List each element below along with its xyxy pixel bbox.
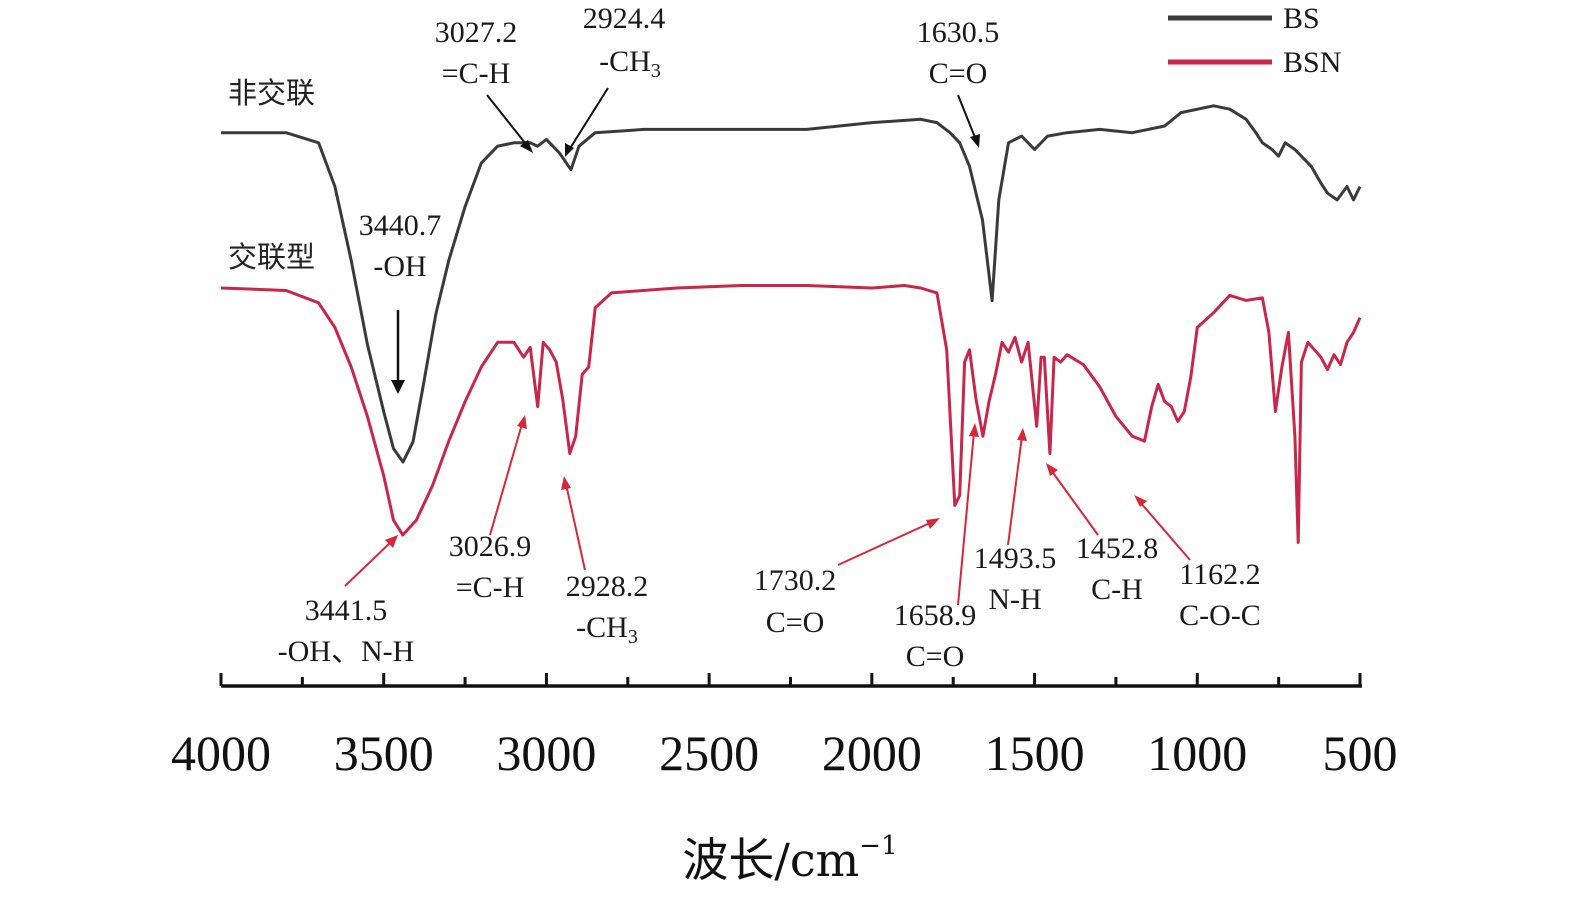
label-crosslinked: 交联型 bbox=[228, 240, 315, 274]
x-axis-label: 波长/cm−1 bbox=[682, 831, 897, 887]
x-tick-label-4000: 4000 bbox=[171, 725, 271, 781]
x-axis-label-sup: −1 bbox=[859, 831, 897, 861]
arrowhead-bsn-3441 bbox=[385, 535, 398, 548]
arrowhead-bs-2924 bbox=[565, 143, 574, 157]
annotation-bs-1630-value: 1630.5 bbox=[917, 16, 1000, 49]
arrow-bsn-3026 bbox=[489, 423, 523, 536]
arrow-bs-3027 bbox=[486, 94, 530, 149]
annotation-bs-2924-group-main: -CH bbox=[599, 45, 651, 78]
annotation-bsn-3441-value: 3441.5 bbox=[305, 594, 388, 627]
annotation-bsn-1162-value: 1162.2 bbox=[1179, 558, 1260, 591]
annotation-bs-3440-group: -OH bbox=[373, 250, 426, 283]
annotation-arrows bbox=[344, 87, 1191, 606]
arrowhead-bs-1630 bbox=[970, 134, 980, 148]
annotation-bsn-1452-value: 1452.8 bbox=[1076, 532, 1159, 565]
arrowhead-bs-3027 bbox=[520, 140, 533, 153]
annotation-bsn-2928-group-main: -CH bbox=[576, 611, 628, 644]
legend: BS BSN bbox=[1168, 2, 1341, 79]
annotation-bsn-1730-group: C=O bbox=[766, 606, 825, 639]
annotation-bsn-1730-value: 1730.2 bbox=[754, 564, 837, 597]
legend-label-bsn: BSN bbox=[1283, 46, 1341, 79]
x-tick-label-1000: 1000 bbox=[1147, 725, 1247, 781]
annotation-bs-3440-value: 3440.7 bbox=[359, 209, 442, 242]
series-line-bsn bbox=[220, 284, 1362, 544]
annotation-bs-3027-group: =C-H bbox=[442, 57, 511, 90]
legend-label-bs: BS bbox=[1283, 2, 1320, 35]
arrowhead-bsn-1730 bbox=[926, 518, 940, 529]
arrow-bs-2924 bbox=[568, 87, 609, 151]
x-tick-label-3000: 3000 bbox=[496, 725, 596, 781]
annotation-bsn-1658-value: 1658.9 bbox=[894, 599, 977, 632]
arrow-bsn-2928 bbox=[565, 483, 586, 571]
annotation-bsn-1162-group: C-O-C bbox=[1179, 599, 1261, 632]
annotations-bs: 3027.2 =C-H 2924.4 -CH3 1630.5 C=O 3440.… bbox=[359, 2, 1000, 283]
annotation-bsn-1452-group: C-H bbox=[1091, 573, 1143, 606]
annotation-bsn-3026-group: =C-H bbox=[456, 571, 525, 604]
annotation-bsn-1658-group: C=O bbox=[906, 640, 965, 673]
annotation-bsn-2928-value: 2928.2 bbox=[566, 570, 649, 603]
arrowhead-bsn-1658 bbox=[969, 423, 979, 437]
arrow-bsn-1452 bbox=[1050, 469, 1099, 536]
x-axis-label-main: 波长/cm bbox=[682, 833, 859, 887]
x-tick-label-500: 500 bbox=[1323, 725, 1398, 781]
arrow-bs-1630 bbox=[957, 94, 977, 141]
arrowhead-bsn-1493 bbox=[1017, 428, 1027, 441]
arrowhead-bsn-1162 bbox=[1134, 495, 1147, 507]
annotation-bsn-1493-value: 1493.5 bbox=[974, 542, 1057, 575]
annotation-bs-2924-value: 2924.4 bbox=[583, 2, 666, 35]
arrow-bsn-1658 bbox=[957, 431, 975, 606]
label-non-crosslinked: 非交联 bbox=[228, 76, 315, 110]
arrowhead-bs-3440 bbox=[391, 380, 405, 394]
x-tick-label-2000: 2000 bbox=[822, 725, 922, 781]
arrowhead-bsn-2928 bbox=[561, 476, 571, 490]
annotation-bs-2924-group-sub: 3 bbox=[651, 60, 661, 82]
arrow-bsn-3441 bbox=[344, 540, 393, 587]
annotation-bs-2924-group: -CH3 bbox=[599, 45, 661, 82]
x-tick-label-2500: 2500 bbox=[659, 725, 759, 781]
annotation-bs-1630-group: C=O bbox=[929, 57, 988, 90]
arrowhead-bsn-3026 bbox=[517, 415, 527, 429]
x-axis: 4000 3500 3000 2500 2000 1500 1000 500 bbox=[171, 673, 1398, 781]
arrow-bsn-1162 bbox=[1139, 501, 1191, 561]
arrow-bsn-1730 bbox=[837, 521, 933, 566]
annotation-bsn-1493-group: N-H bbox=[988, 583, 1041, 616]
arrow-bsn-1493 bbox=[1007, 435, 1023, 546]
annotation-bsn-2928-group: -CH3 bbox=[576, 611, 638, 648]
x-tick-label-3500: 3500 bbox=[334, 725, 434, 781]
annotation-bsn-2928-group-sub: 3 bbox=[628, 626, 638, 648]
x-tick-label-1500: 1500 bbox=[985, 725, 1085, 781]
arrowhead-bsn-1452 bbox=[1046, 463, 1058, 476]
annotations-bsn: 3441.5 -OH、N-H 3026.9 =C-H 2928.2 -CH3 1… bbox=[278, 530, 1261, 673]
series-line-bs bbox=[221, 104, 1362, 464]
annotation-bs-3027-value: 3027.2 bbox=[435, 16, 518, 49]
annotation-bsn-3026-value: 3026.9 bbox=[449, 530, 532, 563]
annotation-bsn-3441-group: -OH、N-H bbox=[278, 635, 415, 668]
